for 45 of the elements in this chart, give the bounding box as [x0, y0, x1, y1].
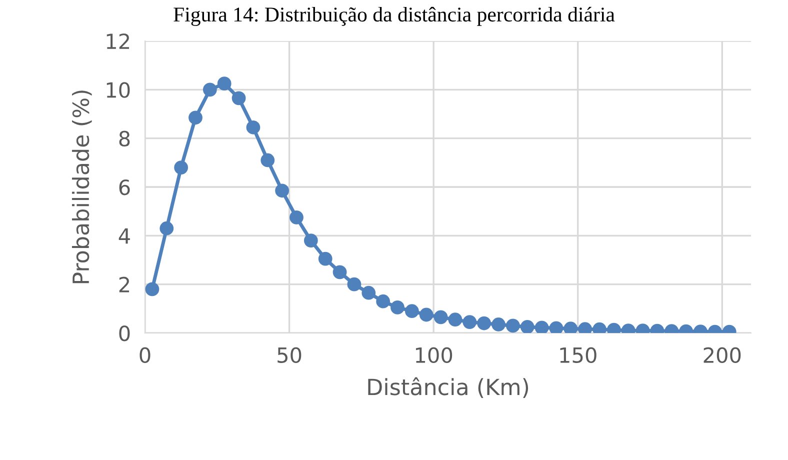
- y-tick-label: 0: [119, 325, 130, 342]
- chart-title: Figura 14: Distribuição da distância percorrida diária: [174, 6, 615, 26]
- y-axis-title: Probabilidade (%): [72, 90, 92, 284]
- x-tick-label: 50: [278, 347, 302, 364]
- x-axis-title: Distância (Km): [368, 377, 528, 398]
- point: [462, 315, 477, 329]
- y-tick-label: 12: [106, 33, 130, 49]
- point: [492, 318, 506, 332]
- point: [217, 76, 232, 91]
- x-tick-label: 200: [704, 347, 741, 364]
- point: [477, 316, 492, 330]
- point: [246, 120, 260, 134]
- point: [304, 234, 318, 248]
- point: [160, 221, 174, 236]
- point: [275, 184, 290, 198]
- point: [202, 82, 217, 97]
- point: [434, 310, 448, 324]
- y-tick-label: 6: [119, 179, 130, 196]
- point: [534, 320, 549, 333]
- point: [549, 321, 564, 333]
- point: [376, 294, 390, 308]
- point: [506, 318, 520, 333]
- point: [290, 210, 304, 224]
- point: [564, 322, 578, 333]
- point: [362, 286, 376, 300]
- x-tick-label: 150: [560, 347, 596, 364]
- y-tick-label: 10: [106, 82, 130, 98]
- point: [188, 110, 202, 125]
- point: [347, 277, 362, 292]
- x-tick-label: 0: [140, 347, 150, 364]
- point: [404, 304, 419, 318]
- point: [232, 91, 246, 106]
- point: [448, 312, 462, 327]
- y-tick-label: 2: [119, 276, 130, 292]
- point: [260, 153, 275, 168]
- y-tick-label: 8: [119, 130, 130, 147]
- point: [145, 282, 160, 296]
- point: [174, 160, 188, 174]
- point: [390, 300, 404, 314]
- point: [419, 308, 434, 322]
- x-tick-label: 100: [416, 347, 452, 364]
- y-tick-label: 4: [118, 228, 130, 244]
- point: [318, 252, 332, 266]
- point: [520, 320, 534, 333]
- point: [332, 265, 347, 280]
